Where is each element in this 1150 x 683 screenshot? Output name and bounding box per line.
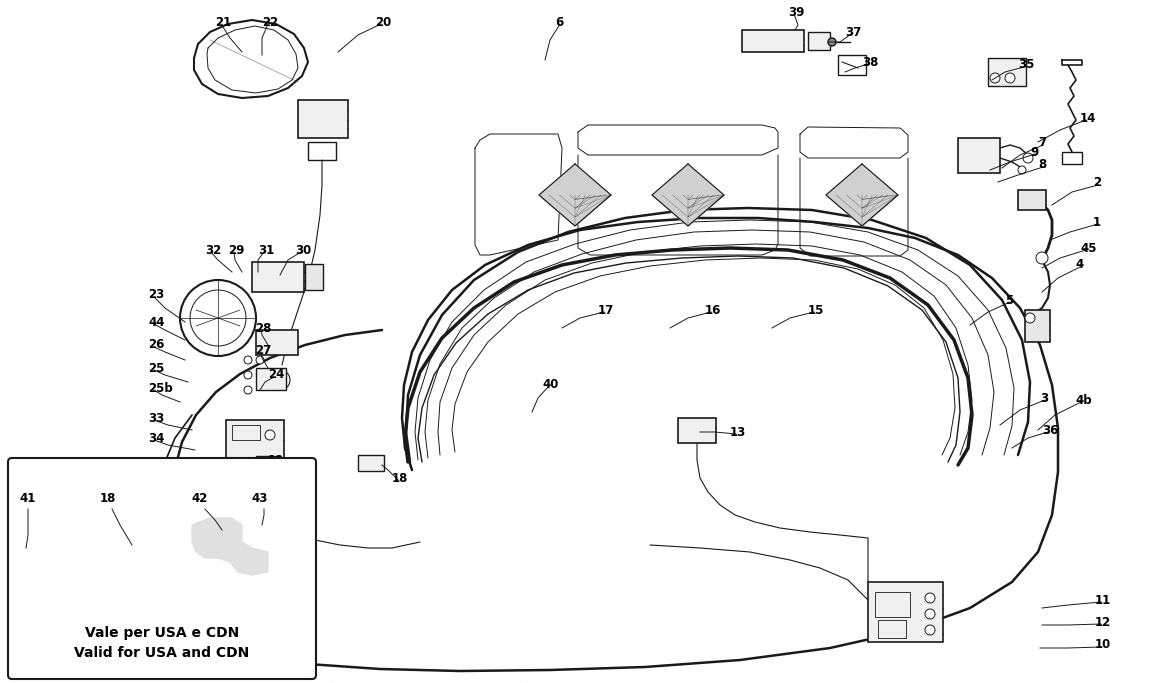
Text: 25b: 25b bbox=[148, 382, 172, 395]
Circle shape bbox=[1018, 166, 1026, 174]
Circle shape bbox=[244, 356, 252, 364]
Bar bbox=[1061, 152, 1082, 164]
Bar bbox=[232, 425, 260, 440]
Bar bbox=[678, 418, 716, 443]
Circle shape bbox=[1024, 153, 1033, 163]
Text: 3: 3 bbox=[1040, 391, 1048, 404]
Text: 45: 45 bbox=[1080, 242, 1096, 255]
Bar bbox=[252, 262, 304, 292]
Text: 5: 5 bbox=[1005, 294, 1013, 307]
Text: 37: 37 bbox=[845, 25, 861, 38]
Circle shape bbox=[925, 593, 935, 603]
Bar bbox=[256, 330, 298, 355]
Text: 4: 4 bbox=[1075, 258, 1083, 272]
Circle shape bbox=[990, 73, 1000, 83]
Bar bbox=[742, 30, 804, 52]
Text: 35: 35 bbox=[1018, 59, 1034, 72]
Bar bbox=[875, 592, 910, 617]
Circle shape bbox=[1036, 252, 1048, 264]
Bar bbox=[958, 138, 1000, 173]
Text: 14: 14 bbox=[1080, 111, 1096, 124]
Bar bbox=[1018, 190, 1046, 210]
Bar bbox=[808, 32, 830, 50]
Circle shape bbox=[828, 38, 836, 46]
Bar bbox=[227, 420, 284, 458]
Polygon shape bbox=[192, 518, 268, 575]
Text: 7: 7 bbox=[1038, 137, 1046, 150]
Text: 44: 44 bbox=[148, 316, 164, 329]
Text: 1: 1 bbox=[1092, 216, 1102, 229]
Circle shape bbox=[264, 430, 275, 440]
Circle shape bbox=[256, 356, 264, 364]
Text: 26: 26 bbox=[148, 339, 164, 352]
Text: 8: 8 bbox=[1038, 158, 1046, 171]
Bar bbox=[256, 456, 279, 470]
Polygon shape bbox=[539, 164, 611, 226]
Text: 40: 40 bbox=[542, 378, 559, 391]
Bar bbox=[305, 264, 323, 290]
Text: 15: 15 bbox=[808, 303, 825, 316]
Text: 29: 29 bbox=[228, 244, 244, 257]
Text: 43: 43 bbox=[252, 492, 268, 505]
Bar bbox=[358, 455, 384, 471]
Bar bbox=[256, 368, 286, 390]
Text: 4b: 4b bbox=[1075, 393, 1091, 406]
Text: 18: 18 bbox=[100, 492, 116, 505]
Bar bbox=[298, 100, 348, 138]
Text: 33: 33 bbox=[148, 411, 164, 425]
Text: 11: 11 bbox=[1095, 594, 1111, 607]
Text: 23: 23 bbox=[148, 288, 164, 301]
Text: 42: 42 bbox=[192, 492, 208, 505]
Circle shape bbox=[1005, 73, 1015, 83]
Text: 41: 41 bbox=[20, 492, 36, 505]
Circle shape bbox=[244, 371, 252, 379]
Text: 27: 27 bbox=[255, 344, 271, 357]
Text: 16: 16 bbox=[705, 303, 721, 316]
Text: 24: 24 bbox=[268, 369, 284, 382]
Text: 2: 2 bbox=[1092, 176, 1102, 189]
Bar bbox=[868, 582, 943, 642]
Text: Vale per USA e CDN: Vale per USA e CDN bbox=[85, 626, 239, 640]
Circle shape bbox=[925, 625, 935, 635]
Text: 22: 22 bbox=[262, 16, 278, 29]
Text: 10: 10 bbox=[1095, 639, 1111, 652]
Text: 19: 19 bbox=[268, 454, 284, 466]
Text: 31: 31 bbox=[258, 244, 274, 257]
Text: 6: 6 bbox=[555, 16, 563, 29]
Text: 36: 36 bbox=[1042, 423, 1058, 436]
Circle shape bbox=[258, 514, 266, 522]
Text: Valid for USA and CDN: Valid for USA and CDN bbox=[75, 646, 250, 660]
Text: 38: 38 bbox=[862, 55, 879, 68]
Circle shape bbox=[215, 551, 229, 565]
FancyBboxPatch shape bbox=[8, 458, 316, 679]
Circle shape bbox=[244, 386, 252, 394]
Polygon shape bbox=[652, 164, 724, 226]
Circle shape bbox=[925, 609, 935, 619]
Text: 28: 28 bbox=[255, 322, 271, 335]
Polygon shape bbox=[826, 164, 898, 226]
Text: 21: 21 bbox=[215, 16, 231, 29]
Bar bbox=[988, 58, 1026, 86]
Text: 30: 30 bbox=[296, 244, 312, 257]
Text: 32: 32 bbox=[205, 244, 221, 257]
Circle shape bbox=[1025, 313, 1035, 323]
Text: 34: 34 bbox=[148, 432, 164, 445]
Text: 39: 39 bbox=[788, 5, 804, 18]
Text: 13: 13 bbox=[730, 426, 746, 438]
Text: 17: 17 bbox=[598, 303, 614, 316]
Text: 25: 25 bbox=[148, 361, 164, 374]
Bar bbox=[838, 55, 866, 75]
Bar bbox=[308, 142, 336, 160]
Text: 20: 20 bbox=[375, 16, 391, 29]
Bar bbox=[1025, 310, 1050, 342]
Bar bbox=[877, 620, 906, 638]
Text: 9: 9 bbox=[1030, 145, 1038, 158]
Text: 12: 12 bbox=[1095, 615, 1111, 628]
Text: 18: 18 bbox=[392, 471, 408, 484]
